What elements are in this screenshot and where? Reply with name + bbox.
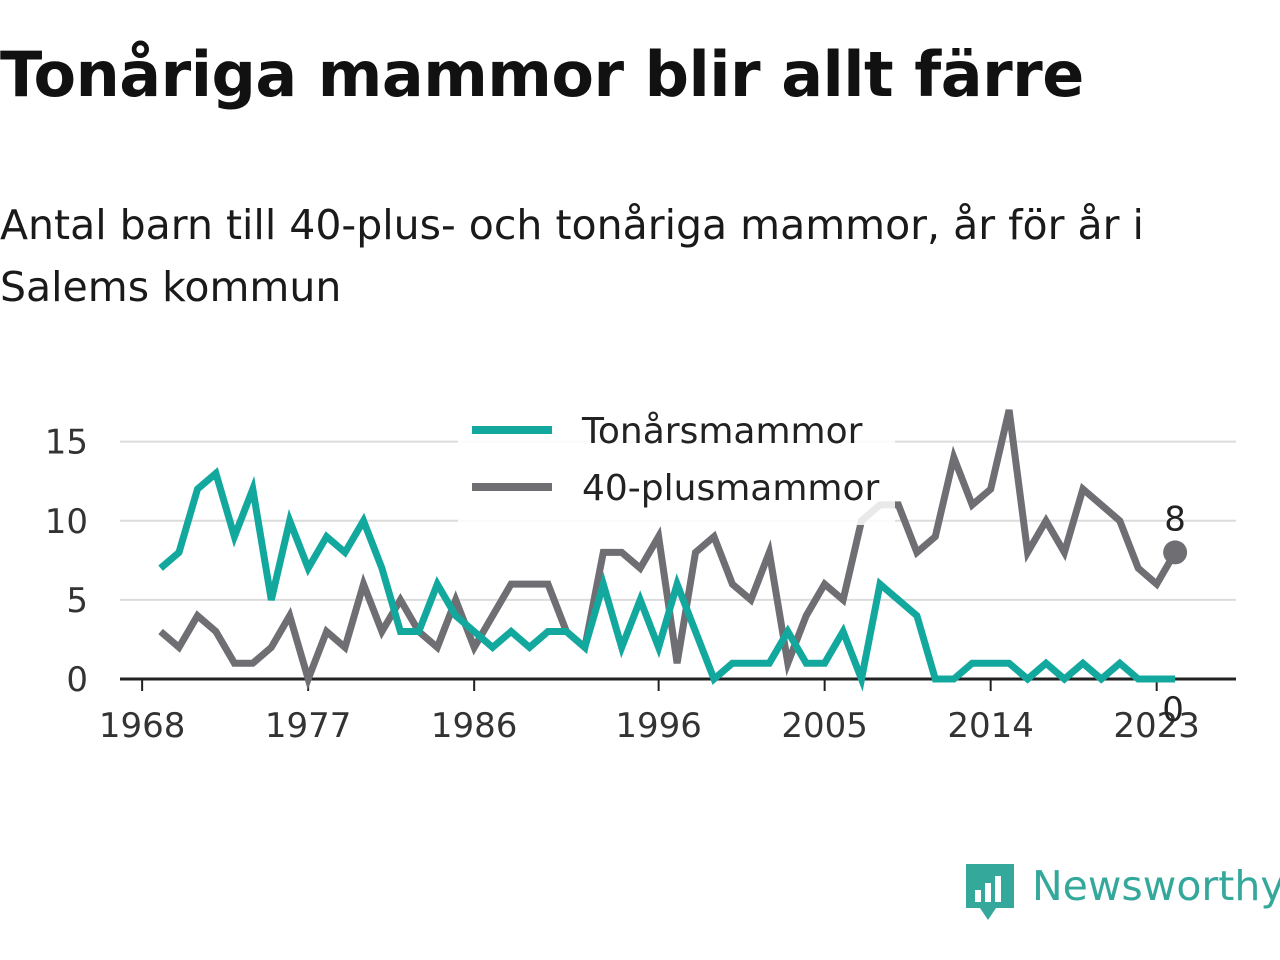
x-tick-label: 1996	[615, 706, 702, 746]
y-tick-label: 10	[45, 502, 88, 542]
chart-subtitle: Antal barn till 40-plus- och tonåriga ma…	[0, 201, 1144, 311]
y-tick-label: 0	[66, 660, 88, 700]
y-tick-label: 15	[45, 423, 88, 463]
x-tick-label: 1986	[431, 706, 518, 746]
series-lines	[158, 409, 1179, 692]
end-labels: 80	[1162, 499, 1188, 730]
legend: Tonårsmammor 40-plusmammor	[458, 410, 895, 525]
end-label-40-plusmammor: 8	[1164, 499, 1186, 539]
end-label-tonarsmammor: 0	[1162, 690, 1184, 730]
x-tick-label: 2023	[1113, 706, 1200, 746]
y-tick-label: 5	[66, 581, 88, 621]
legend-label-40-plusmammor: 40-plusmammor	[582, 468, 880, 509]
chart-title: Tonåriga mammor blir allt färre	[0, 38, 1084, 111]
brand-name: Newsworthy	[1032, 862, 1280, 910]
x-tick-label: 2014	[947, 706, 1034, 746]
series-line-40-plusmammor	[158, 409, 1179, 690]
x-tick-label: 1977	[265, 706, 352, 746]
x-tick-label: 1968	[99, 706, 186, 746]
line-chart: 0 5 10 15 1968 1977 1986 1996 2005 2014 2023 Tonå…	[45, 409, 1236, 746]
end-point-marker	[1163, 540, 1188, 565]
newsworthy-chart-logo-icon	[966, 864, 1014, 920]
x-tick-label: 2005	[781, 706, 868, 746]
x-axis: 1968 1977 1986 1996 2005 2014 2023	[99, 677, 1236, 746]
legend-label-tonarsmammor: Tonårsmammor	[581, 411, 863, 452]
series-line-tonarsmammor	[158, 467, 1176, 692]
